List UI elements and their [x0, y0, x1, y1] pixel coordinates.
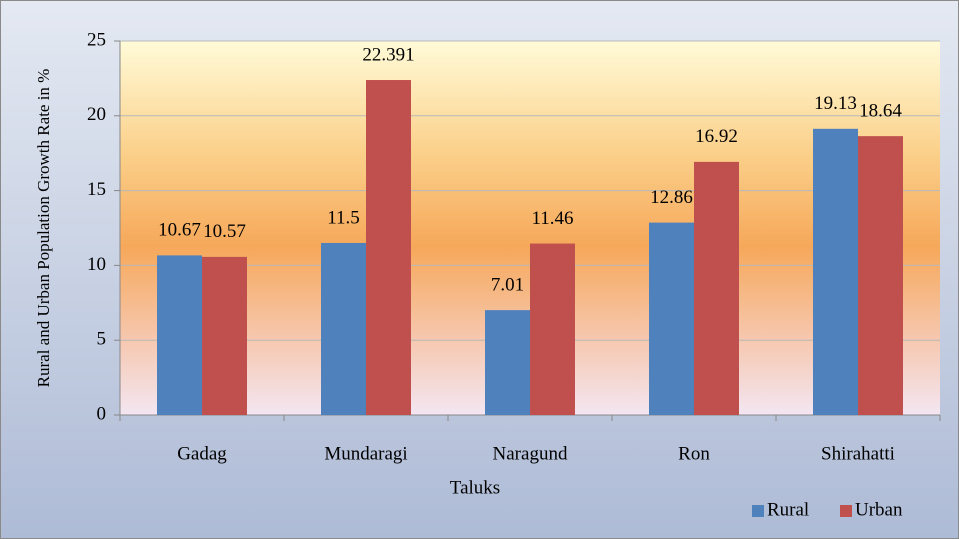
bar: [485, 310, 530, 415]
legend-label: Urban: [855, 499, 903, 520]
value-label: 10.67: [158, 220, 201, 241]
x-tick-label: Gadag: [177, 443, 227, 464]
value-label: 11.46: [531, 208, 573, 229]
bar: [694, 161, 739, 415]
bar: [530, 243, 575, 415]
bar: [202, 256, 247, 415]
legend-swatch: [840, 505, 852, 517]
x-tick-label: Shirahatti: [821, 443, 895, 464]
legend-swatch: [752, 505, 764, 517]
bar: [321, 242, 366, 415]
x-axis-label: Taluks: [450, 477, 500, 498]
value-label: 16.92: [695, 126, 738, 147]
value-label: 12.86: [650, 187, 693, 208]
bar: [813, 128, 858, 416]
y-tick-label: 25: [87, 29, 106, 50]
value-label: 18.64: [859, 101, 902, 122]
y-tick-label: 0: [97, 403, 107, 424]
x-tick-label: Ron: [678, 443, 710, 464]
legend-label: Rural: [767, 499, 809, 520]
x-tick-label: Mundaragi: [324, 443, 407, 464]
bar: [649, 222, 694, 415]
y-axis-label: Rural and Urban Population Growth Rate i…: [34, 69, 53, 388]
value-label: 7.01: [491, 274, 524, 295]
y-tick-label: 5: [97, 329, 107, 350]
value-label: 10.57: [203, 221, 246, 242]
y-tick-label: 15: [87, 179, 106, 200]
bar: [858, 136, 903, 415]
y-tick-label: 20: [87, 104, 106, 125]
bar: [157, 255, 202, 415]
bar: [366, 80, 411, 415]
value-label: 19.13: [814, 93, 857, 114]
y-tick-label: 10: [87, 254, 106, 275]
value-label: 11.5: [327, 207, 360, 228]
x-tick-label: Naragund: [493, 443, 568, 464]
value-label: 22.391: [362, 44, 414, 65]
